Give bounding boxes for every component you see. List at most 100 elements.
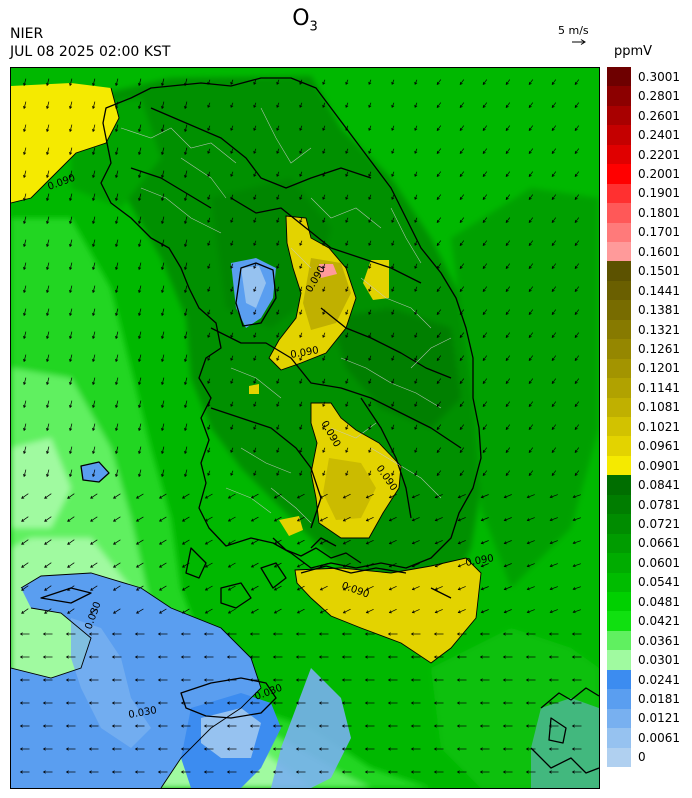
wind-arrowhead-icon xyxy=(276,403,280,407)
wind-arrowhead-icon xyxy=(92,151,96,156)
wind-arrow-icon xyxy=(113,562,121,568)
wind-arrowhead-icon xyxy=(436,380,440,384)
wind-arrowhead-icon xyxy=(410,678,414,682)
wind-arrowhead-icon xyxy=(411,495,415,499)
wind-arrowhead-icon xyxy=(204,518,208,522)
wind-arrow-icon xyxy=(527,494,535,498)
wind-arrowhead-icon xyxy=(436,196,440,200)
wind-arrowhead-icon xyxy=(526,541,530,545)
wind-arrowhead-icon xyxy=(574,242,578,246)
wind-arrowhead-icon xyxy=(92,450,96,455)
wind-arrowhead-icon xyxy=(42,632,46,636)
legend-label: 0.0421 xyxy=(638,614,680,629)
wind-arrow-icon xyxy=(138,354,142,362)
legend-swatch xyxy=(607,494,631,515)
wind-arrow-icon xyxy=(182,585,190,591)
wind-arrowhead-icon xyxy=(414,472,418,476)
wind-arrowhead-icon xyxy=(322,196,326,200)
wind-arrowhead-icon xyxy=(365,564,369,568)
wind-arrowhead-icon xyxy=(184,335,188,340)
wind-arrowhead-icon xyxy=(23,427,27,432)
wind-arrowhead-icon xyxy=(433,701,437,705)
wind-arrowhead-icon xyxy=(345,127,349,131)
wind-arrow-icon xyxy=(482,125,488,131)
wind-arrowhead-icon xyxy=(505,196,509,200)
wind-arrow-icon xyxy=(69,423,73,431)
wind-arrowhead-icon xyxy=(161,174,165,179)
wind-arrow-icon xyxy=(299,171,303,177)
wind-arrow-icon xyxy=(527,586,535,590)
wind-arrowhead-icon xyxy=(456,701,460,705)
wind-arrow-icon xyxy=(115,193,119,201)
wind-arrowhead-icon xyxy=(136,541,140,545)
wind-arrowhead-icon xyxy=(88,701,92,705)
wind-arrowhead-icon xyxy=(204,587,208,591)
wind-arrow-icon xyxy=(90,539,98,545)
wind-arrow-icon xyxy=(574,240,580,246)
wind-arrow-icon xyxy=(345,194,349,200)
wind-arrowhead-icon xyxy=(161,450,165,455)
wind-arrowhead-icon xyxy=(207,334,211,338)
wind-arrowhead-icon xyxy=(161,197,165,202)
wind-arrowhead-icon xyxy=(226,747,230,751)
wind-arrow-icon xyxy=(299,286,303,292)
wind-arrowhead-icon xyxy=(505,265,509,269)
wind-arrow-icon xyxy=(435,540,443,544)
wind-arrow-icon xyxy=(161,239,165,247)
wind-arrowhead-icon xyxy=(368,104,372,108)
wind-arrowhead-icon xyxy=(433,655,437,659)
wind-arrowhead-icon xyxy=(388,495,392,499)
wind-arrowhead-icon xyxy=(115,427,119,432)
wind-arrowhead-icon xyxy=(69,174,73,179)
wind-arrow-icon xyxy=(551,217,557,223)
wind-arrow-icon xyxy=(412,563,420,567)
wind-arrow-icon xyxy=(528,171,534,177)
legend-swatch xyxy=(607,747,631,768)
wind-arrowhead-icon xyxy=(249,678,253,682)
wind-arrowhead-icon xyxy=(480,587,484,591)
wind-arrow-icon xyxy=(205,493,213,499)
wind-arrowhead-icon xyxy=(184,174,188,179)
wind-arrowhead-icon xyxy=(436,357,440,361)
wind-arrow-icon xyxy=(276,240,280,246)
wind-arrowhead-icon xyxy=(207,81,211,85)
wind-arrow-icon xyxy=(482,447,488,453)
wind-arrowhead-icon xyxy=(226,655,230,659)
wind-arrow-icon xyxy=(161,400,165,408)
wind-arrow-icon xyxy=(505,263,511,269)
unit-label: ppmV xyxy=(614,44,653,59)
wind-arrow-icon xyxy=(182,493,190,499)
legend-label: 0.1701 xyxy=(638,225,680,240)
wind-arrow-icon xyxy=(435,609,443,613)
wind-arrow-icon xyxy=(253,424,257,430)
wind-arrowhead-icon xyxy=(387,747,391,751)
wind-arrow-icon xyxy=(345,79,349,85)
wind-arrowhead-icon xyxy=(184,289,188,294)
wind-arrow-icon xyxy=(345,102,349,108)
wind-arrow-icon xyxy=(276,286,280,292)
wind-arrowhead-icon xyxy=(272,655,276,659)
wind-arrowhead-icon xyxy=(180,747,184,751)
wind-arrow-icon xyxy=(482,79,488,85)
wind-arrow-icon xyxy=(159,585,167,591)
legend-swatch xyxy=(607,572,631,593)
wind-arrowhead-icon xyxy=(434,564,438,568)
wind-arrowhead-icon xyxy=(572,564,576,568)
legend-label: 0.0841 xyxy=(638,478,680,493)
wind-arrowhead-icon xyxy=(528,357,532,361)
wind-arrowhead-icon xyxy=(322,150,326,154)
wind-arrowhead-icon xyxy=(230,219,234,223)
wind-arrowhead-icon xyxy=(436,104,440,108)
wind-arrow-icon xyxy=(412,609,420,613)
wind-arrowhead-icon xyxy=(69,151,73,156)
wind-arrow-icon xyxy=(481,609,489,613)
wind-arrow-icon xyxy=(482,309,488,315)
wind-arrow-icon xyxy=(297,493,305,499)
wind-arrowhead-icon xyxy=(436,219,440,223)
wind-arrowhead-icon xyxy=(411,610,415,614)
wind-arrowhead-icon xyxy=(67,495,71,499)
wind-arrow-icon xyxy=(459,355,465,361)
wind-arrow-icon xyxy=(207,355,211,361)
wind-arrowhead-icon xyxy=(368,403,372,407)
wind-arrow-icon xyxy=(69,193,73,201)
